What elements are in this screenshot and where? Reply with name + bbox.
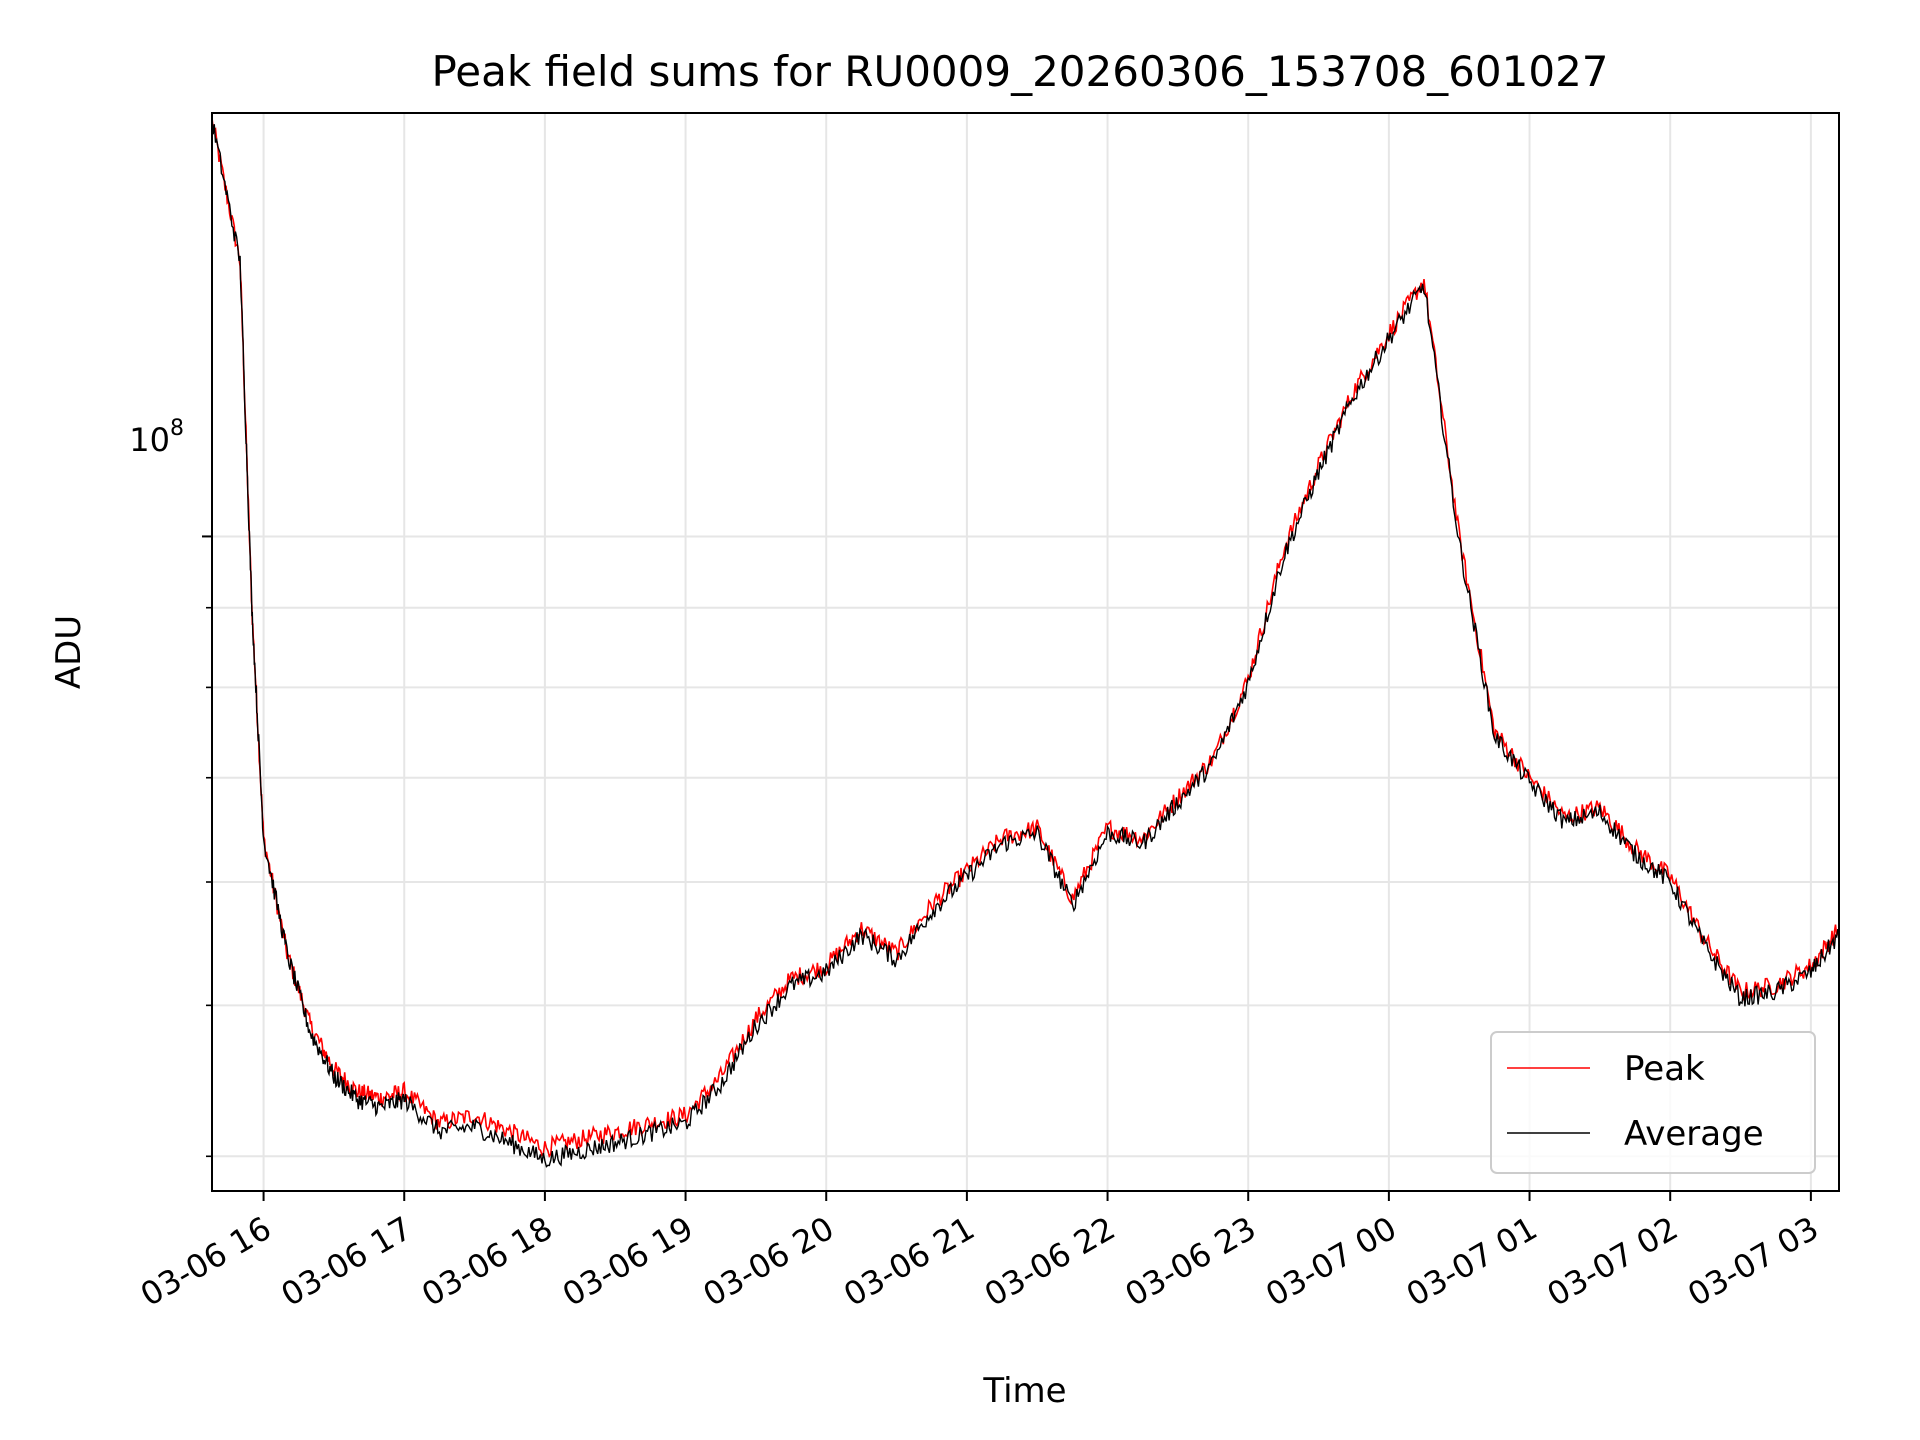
chart-title: Peak field sums for RU0009_20260306_1537… — [431, 47, 1608, 96]
legend-average-label: Average — [1624, 1114, 1764, 1154]
y-axis: 108 — [129, 416, 212, 1158]
plot-series — [212, 117, 1839, 1168]
plot-frame — [211, 112, 1840, 1192]
y-tick-base: 10 — [129, 421, 170, 459]
grid — [212, 113, 1839, 1191]
legend: Peak Average — [1490, 1031, 1816, 1174]
legend-peak-label: Peak — [1624, 1049, 1705, 1089]
y-axis-title: ADU — [49, 615, 89, 689]
y-tick-label-1e8: 108 — [129, 416, 184, 459]
y-tick-exponent: 8 — [170, 416, 184, 441]
average-series-line — [212, 118, 1839, 1168]
x-axis-title: Time — [982, 1371, 1066, 1411]
